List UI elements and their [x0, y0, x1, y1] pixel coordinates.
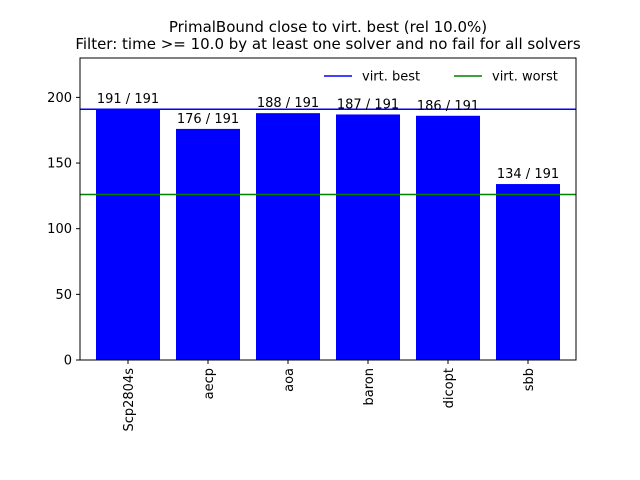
y-tick-label: 150	[47, 157, 72, 172]
x-axis: Scp2804s aecp aoa baron dicopt sbb	[122, 360, 537, 432]
chart-title-line-2: Filter: time >= 10.0 by at least one sol…	[75, 35, 581, 53]
legend-label: virt. best	[362, 70, 420, 85]
x-tick-label: sbb	[522, 368, 537, 391]
bar-aoa	[256, 113, 320, 360]
reference-lines-group	[80, 108, 576, 196]
y-tick-label: 100	[47, 222, 72, 237]
y-tick-label: 0	[64, 354, 72, 369]
bars-group	[96, 109, 560, 360]
bar-label: 176 / 191	[177, 112, 239, 127]
x-tick-label: baron	[362, 368, 377, 405]
x-tick-label: aecp	[202, 368, 217, 399]
bar-Scp2804s	[96, 109, 160, 360]
bar-aecp	[176, 128, 240, 360]
y-tick-label: 200	[47, 91, 72, 106]
bar-label: 186 / 191	[417, 99, 479, 114]
bar-sbb	[496, 184, 560, 360]
bar-label: 187 / 191	[337, 97, 399, 112]
bar-dicopt	[416, 115, 480, 360]
bar-labels-group: 191 / 191 176 / 191 188 / 191 187 / 191 186 …	[97, 92, 559, 182]
legend: virt. best virt. worst	[324, 70, 558, 85]
bar-label: 188 / 191	[257, 96, 319, 111]
bar-label: 191 / 191	[97, 92, 159, 107]
x-tick-label: aoa	[282, 368, 297, 392]
bar-label: 134 / 191	[497, 167, 559, 182]
y-axis: 0 50 100 150 200	[47, 91, 80, 369]
y-tick-label: 50	[55, 288, 72, 303]
x-tick-label: Scp2804s	[122, 368, 137, 432]
plot-frame	[79, 57, 577, 361]
x-tick-label: dicopt	[442, 368, 457, 408]
bar-baron	[336, 114, 400, 360]
chart-title-line-1: PrimalBound close to virt. best (rel 10.…	[169, 18, 487, 36]
chart-title: PrimalBound close to virt. best (rel 10.…	[75, 18, 581, 53]
legend-label: virt. worst	[492, 70, 558, 85]
